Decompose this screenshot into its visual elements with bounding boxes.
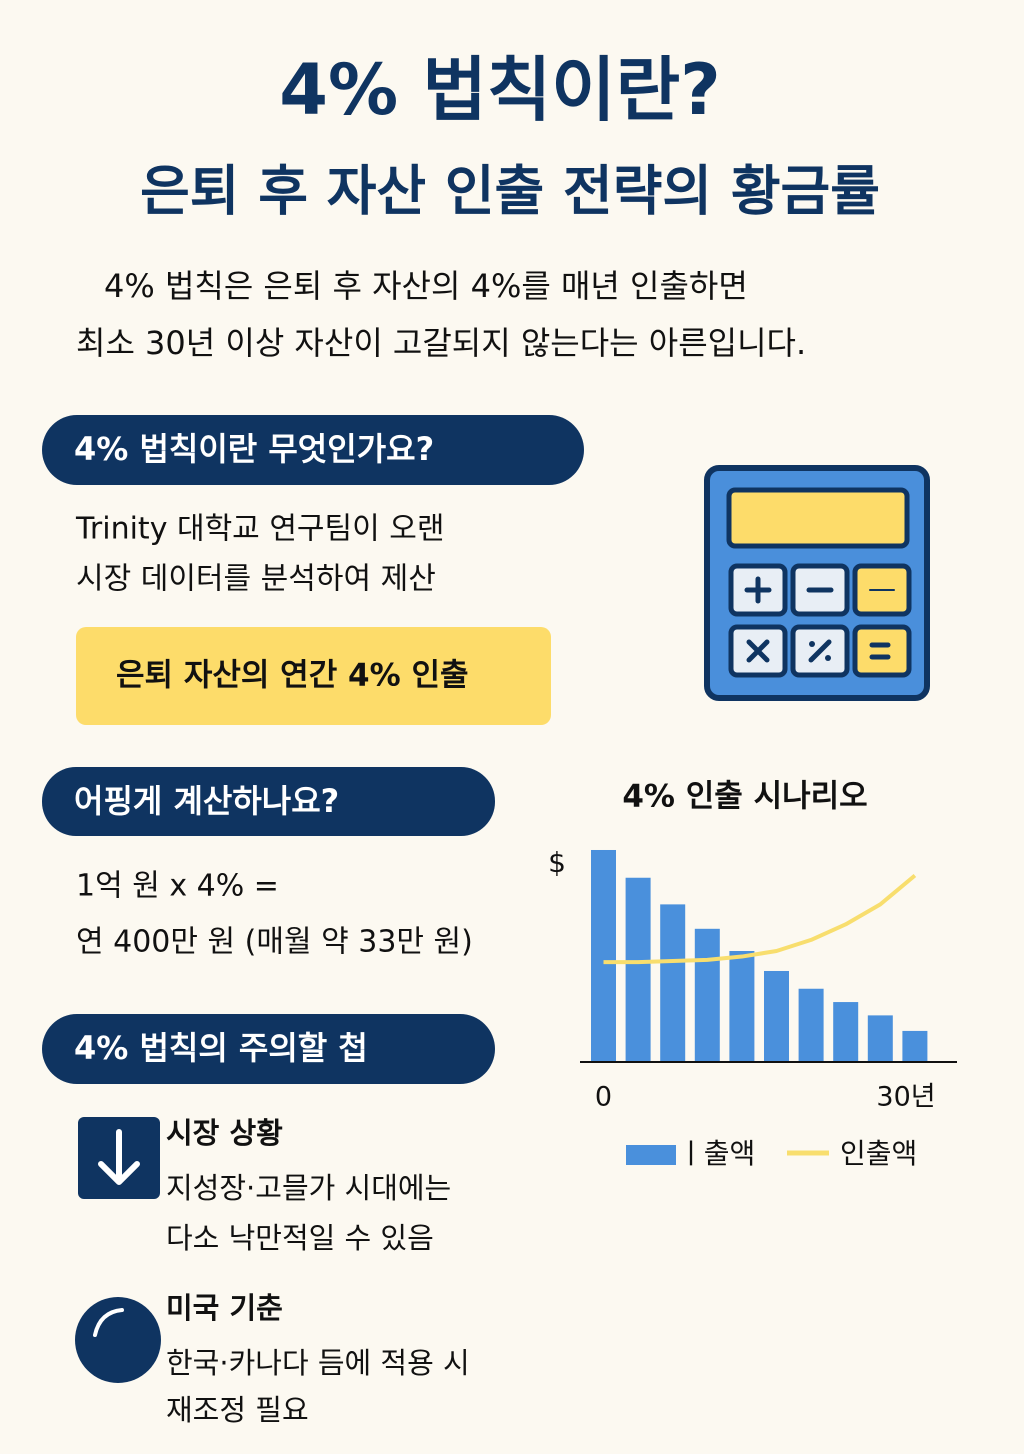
bar bbox=[798, 988, 824, 1062]
globe-icon bbox=[75, 1297, 161, 1383]
chart: 4% 인출 시나리오 $ 0 30년 ㅣ출액 인출액 bbox=[548, 779, 957, 1170]
subtitle: 은퇴 후 자산 인출 전략의 황금률 bbox=[140, 160, 880, 223]
y-axis-label: $ bbox=[548, 846, 566, 879]
legend-swatch bbox=[626, 1145, 676, 1165]
item-title: 시장 상황 bbox=[166, 1116, 283, 1150]
icon-arc bbox=[93, 1308, 124, 1337]
bar bbox=[625, 877, 651, 1062]
section-heading: 어핑게 계산하나요? bbox=[74, 782, 339, 820]
arrow bbox=[98, 1129, 140, 1185]
item-line: 다소 낙만적일 수 있음 bbox=[166, 1221, 434, 1255]
highlight-box bbox=[76, 627, 551, 725]
bar bbox=[902, 1030, 928, 1062]
highlight: 은퇴 자산의 연간 4% 인출 bbox=[116, 658, 468, 694]
bar bbox=[867, 1015, 893, 1062]
section-pill bbox=[42, 415, 584, 485]
x-tick-label: 30년 bbox=[876, 1082, 935, 1113]
bar bbox=[764, 970, 789, 1062]
body-line: Trinity 대학교 연구팀이 오랜 bbox=[75, 512, 444, 547]
bar bbox=[729, 951, 755, 1062]
section-pill bbox=[42, 767, 495, 836]
line bbox=[603, 873, 917, 965]
item-line: 한국·카나다 듬에 적용 시 bbox=[166, 1346, 470, 1380]
section-heading: 4% 법칙의 주의할 첩 bbox=[74, 1029, 368, 1067]
item-line: 지성장·고믈가 시대에는 bbox=[166, 1171, 451, 1205]
bar bbox=[694, 928, 720, 1062]
item-line: 재조정 필요 bbox=[166, 1393, 309, 1427]
section-pill bbox=[42, 1014, 495, 1084]
legend-label: 인출액 bbox=[840, 1137, 917, 1170]
bar bbox=[833, 1002, 859, 1062]
chart-title: 4% 인출 시나리오 bbox=[622, 779, 867, 815]
body-line: 연 400만 원 (매월 약 33만 원) bbox=[76, 925, 473, 960]
legend-label: ㅣ출액 bbox=[678, 1137, 755, 1170]
item-title: 미국 기춘 bbox=[166, 1291, 283, 1325]
bar bbox=[660, 904, 686, 1062]
title: 4% 법칙이란? bbox=[279, 49, 720, 131]
bar bbox=[591, 849, 616, 1062]
calculator-icon bbox=[704, 465, 930, 701]
intro-line: 4% 법칙은 은퇴 후 자산의 4%를 매년 인출하면 bbox=[104, 267, 748, 305]
intro-line: 최소 30년 이상 자산이 고갈되지 않는다는 아른입니다. bbox=[76, 324, 806, 362]
section-heading: 4% 법칙이란 무엇인가요? bbox=[74, 430, 434, 468]
body-line: 시장 데이터를 분석하여 제산 bbox=[76, 562, 436, 597]
body-line: 1억 원 x 4% = bbox=[76, 869, 279, 904]
x-tick-label: 0 bbox=[595, 1082, 612, 1113]
